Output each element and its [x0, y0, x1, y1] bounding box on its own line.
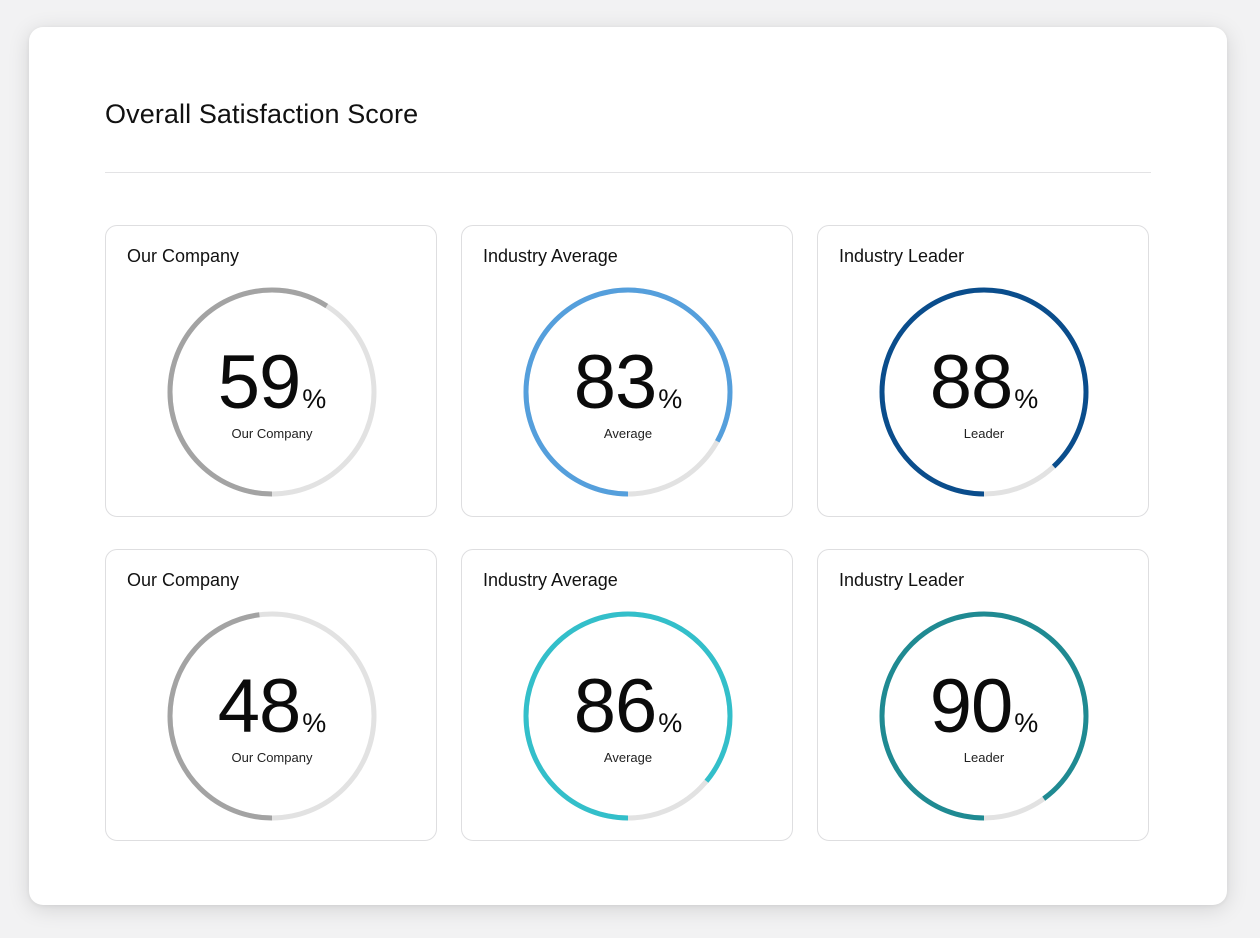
percent-sign: % [1014, 384, 1039, 414]
satisfaction-panel: Overall Satisfaction Score Our Company 5… [29, 27, 1227, 905]
percent-sign: % [302, 708, 327, 738]
gauge-card: Industry Average 83% Average [461, 225, 793, 517]
percent-sign: % [1014, 708, 1039, 738]
card-label: Our Company [127, 570, 240, 590]
gauge: 86% Average [523, 611, 733, 821]
gauge-sublabel: Our Company [231, 750, 313, 765]
gauge-sublabel: Our Company [231, 426, 313, 441]
card-label: Industry Leader [839, 246, 965, 266]
card-label: Our Company [127, 246, 240, 266]
gauge: 88% Leader [879, 287, 1089, 497]
gauge-sublabel: Leader [963, 426, 1005, 441]
percent-sign: % [302, 384, 327, 414]
card-label: Industry Average [483, 246, 618, 266]
gauge-card: Our Company 48% Our Company [105, 549, 437, 841]
gauge-value-arc [523, 287, 733, 497]
title-divider [105, 172, 1151, 173]
gauge-value: 88% [879, 343, 1089, 423]
gauge-value-number: 90 [929, 664, 1014, 749]
gauge-ring [523, 611, 733, 821]
gauge-value: 83% [523, 343, 733, 423]
gauge-ring [167, 287, 377, 497]
gauge-ring [879, 287, 1089, 497]
card-label: Industry Average [483, 570, 618, 590]
gauge-sublabel: Average [603, 426, 653, 441]
gauge-value-arc [879, 287, 1089, 497]
gauge-value: 90% [879, 667, 1089, 747]
gauge-value-arc [523, 611, 733, 821]
gauge-value: 86% [523, 667, 733, 747]
gauge-card: Industry Average 86% Average [461, 549, 793, 841]
gauge: 59% Our Company [167, 287, 377, 497]
gauge-value-arc [879, 611, 1089, 821]
gauge-value-number: 48 [217, 664, 302, 749]
gauge-value-number: 88 [929, 340, 1014, 425]
page-title: Overall Satisfaction Score [105, 99, 419, 129]
gauge-card: Our Company 59% Our Company [105, 225, 437, 517]
percent-sign: % [658, 384, 683, 414]
gauge-value-arc [167, 287, 377, 497]
gauge-value: 48% [167, 667, 377, 747]
gauge-value-number: 59 [217, 340, 302, 425]
gauge-sublabel: Average [603, 750, 653, 765]
gauge-ring [167, 611, 377, 821]
gauge-card: Industry Leader 88% Leader [817, 225, 1149, 517]
gauge-value-arc [167, 611, 377, 821]
gauge-ring [879, 611, 1089, 821]
percent-sign: % [658, 708, 683, 738]
gauge-value-number: 86 [573, 664, 658, 749]
gauge-value-number: 83 [573, 340, 658, 425]
gauge: 48% Our Company [167, 611, 377, 821]
gauge-value: 59% [167, 343, 377, 423]
gauge: 90% Leader [879, 611, 1089, 821]
gauge-sublabel: Leader [963, 750, 1005, 765]
gauge-card: Industry Leader 90% Leader [817, 549, 1149, 841]
gauge: 83% Average [523, 287, 733, 497]
card-label: Industry Leader [839, 570, 965, 590]
gauge-ring [523, 287, 733, 497]
